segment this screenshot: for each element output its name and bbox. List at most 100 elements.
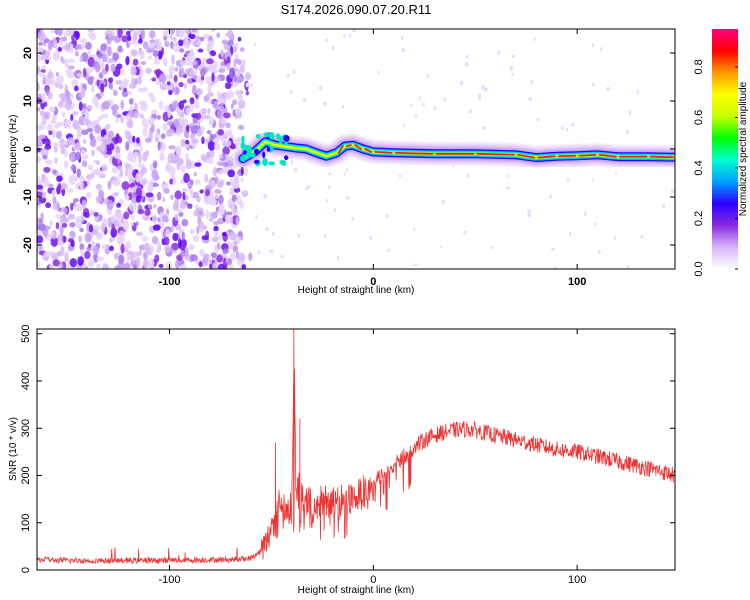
spectrogram-noise-speck: [93, 224, 101, 231]
spectrogram-noise-speck: [132, 58, 139, 66]
spectrogram-noise-speck: [156, 238, 160, 249]
spectrogram-noise-speck: [120, 99, 125, 110]
spectrogram-noise-speck: [134, 78, 138, 85]
spectrogram-noise-speck: [37, 140, 43, 148]
spectrogram-noise-speck: [61, 111, 66, 118]
spectrogram-noise-speck: [199, 36, 205, 42]
spectrogram-noise-speck: [125, 30, 131, 37]
snr-panel: -100 0 100 0 100 200 300 400 500 Height of stra…: [8, 325, 676, 596]
spectrogram-noise-speck: [95, 232, 104, 240]
spectrogram-noise-speck: [37, 155, 41, 164]
spectrogram-noise-speck: [65, 90, 71, 101]
spectrogram-x-tick-label: -100: [158, 276, 180, 288]
spectrogram-noise-speck: [156, 114, 161, 120]
spectrogram-faint-speck: [527, 213, 532, 218]
spectrogram-faint-speck: [484, 87, 488, 92]
spectrogram-noise-speck: [237, 124, 245, 131]
spectrogram-noise-speck: [150, 244, 154, 254]
spectrogram-noise-speck: [72, 198, 79, 203]
spectrogram-noise-speck: [170, 225, 175, 233]
spectrogram-noise-speck: [207, 98, 212, 104]
spectrogram-noise-speck: [141, 235, 149, 242]
spectrogram-noise-speck: [199, 189, 204, 194]
signal-core-red: [345, 144, 352, 148]
spectrogram-faint-speck: [302, 98, 307, 103]
spectrogram-noise-speck: [108, 77, 114, 84]
spectrogram-noise-speck: [178, 116, 184, 125]
spectrogram-noise-speck: [214, 193, 219, 200]
spectrogram-noise-speck: [37, 65, 40, 75]
spectrogram-noise-speck: [107, 123, 111, 130]
spectrogram-noise-speck: [190, 254, 198, 262]
spectrogram-noise-speck: [121, 89, 129, 98]
spectrogram-faint-speck: [337, 255, 340, 261]
spectrogram-noise-speck: [159, 152, 165, 161]
spectrogram-faint-speck: [443, 97, 447, 102]
spectrogram-noise-speck: [212, 103, 219, 109]
snr-frame: [36, 328, 676, 571]
spectrogram-noise-speck: [86, 104, 93, 110]
signal-core-red: [476, 152, 515, 156]
spectrogram-y-tick-label: -10: [22, 189, 34, 205]
spectrogram-y-label: Frequency (Hz): [8, 115, 19, 184]
spectrogram-noise-speck: [178, 238, 182, 249]
snr-y-tick-label: 300: [20, 419, 32, 437]
spectrogram-noise-speck: [52, 189, 56, 196]
spectrogram-noise-speck: [116, 202, 122, 208]
spectrogram-noise-speck: [219, 64, 227, 69]
spectrogram-noise-speck: [179, 60, 188, 66]
spectrogram-noise-speck: [84, 250, 91, 260]
spectrogram-noise-speck: [190, 124, 198, 135]
spectrogram-noise-speck: [216, 32, 221, 39]
spectrogram-faint-speck: [342, 34, 347, 38]
signal-onset-blob: [262, 151, 266, 159]
spectrogram-noise-speck: [123, 87, 127, 92]
spectrogram-noise-speck: [144, 137, 152, 143]
signal-onset-blob: [266, 146, 271, 152]
spectrogram-noise-speck: [211, 236, 219, 243]
spectrogram-noise-speck: [234, 54, 239, 59]
spectrogram-faint-speck: [422, 102, 425, 107]
spectrogram-faint-speck: [640, 234, 644, 239]
spectrogram-noise-speck: [152, 235, 159, 245]
spectrogram-noise-speck: [171, 54, 175, 65]
spectrogram-noise-speck: [95, 263, 101, 268]
signal-core-red: [394, 151, 434, 155]
spectrogram-noise-speck: [141, 180, 146, 186]
spectrogram-noise-speck: [100, 113, 109, 119]
spectrogram-noise-speck: [79, 180, 84, 190]
spectrogram-noise-speck: [173, 74, 178, 83]
spectrogram-noise-speck: [148, 55, 152, 60]
spectrogram-noise-speck: [152, 160, 158, 169]
spectrogram-noise-speck: [74, 50, 79, 57]
spectrogram-noise-speck: [172, 202, 179, 212]
spectrogram-noise-speck: [107, 180, 112, 190]
spectrogram-noise-speck: [152, 203, 157, 209]
spectrogram-noise-speck: [224, 82, 232, 90]
spectrogram-noise-speck: [224, 129, 230, 137]
spectrogram-faint-speck: [549, 194, 552, 199]
signal-onset-blob: [284, 155, 289, 161]
spectrogram-noise-speck: [196, 40, 202, 46]
spectrogram-noise-speck: [121, 181, 130, 191]
spectrogram-noise-speck: [57, 46, 62, 52]
spectrogram-noise-speck: [78, 101, 83, 112]
spectrogram-noise-speck: [123, 195, 130, 200]
spectrogram-noise-speck: [198, 210, 203, 216]
spectrogram-noise-speck: [88, 243, 92, 248]
spectrogram-noise-speck: [97, 115, 103, 121]
spectrogram-noise-speck: [37, 200, 42, 206]
spectrogram-noise-speck: [222, 112, 231, 119]
spectrogram-noise-speck: [214, 188, 222, 195]
spectrogram-noise-speck: [218, 67, 226, 74]
spectrogram-noise-speck: [98, 72, 104, 79]
spectrogram-noise-speck: [208, 217, 215, 223]
spectrogram-noise-speck: [54, 157, 58, 164]
spectrogram-noise-speck: [69, 222, 76, 228]
spectrogram-noise-speck: [93, 212, 99, 217]
spectrogram-signal-layer: [231, 130, 675, 170]
spectrogram-noise-speck: [81, 129, 89, 136]
spectrogram-noise-speck: [130, 66, 137, 76]
spectrogram-noise-speck: [217, 97, 226, 104]
spectrogram-noise-speck: [152, 224, 161, 231]
